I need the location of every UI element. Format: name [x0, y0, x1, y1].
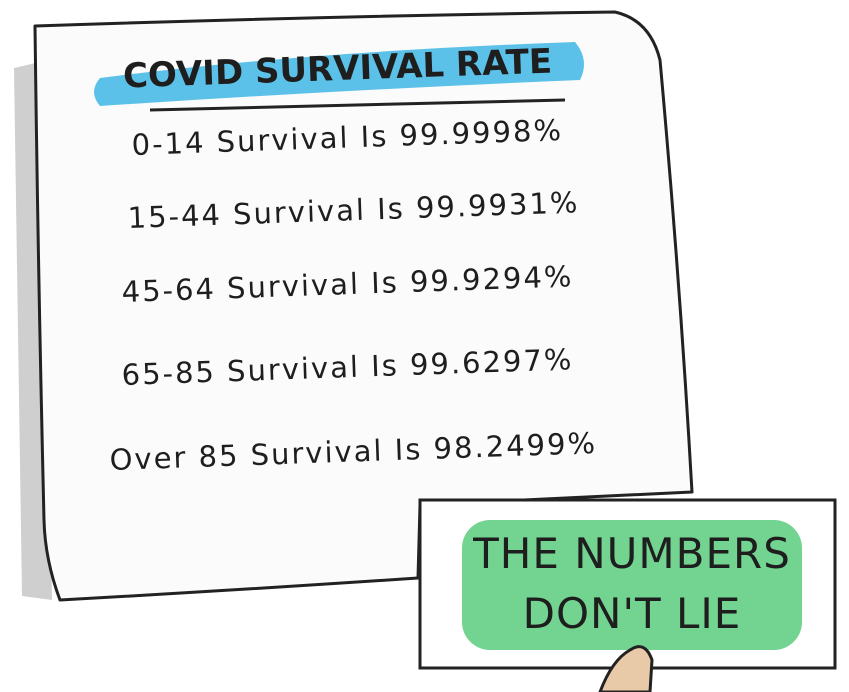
illustration: COVID SURVIVAL RATE 0-14 Survival Is 99.…: [0, 0, 849, 692]
sign-line: DON'T LIE: [523, 589, 742, 638]
sign-line: THE NUMBERS: [472, 529, 791, 578]
